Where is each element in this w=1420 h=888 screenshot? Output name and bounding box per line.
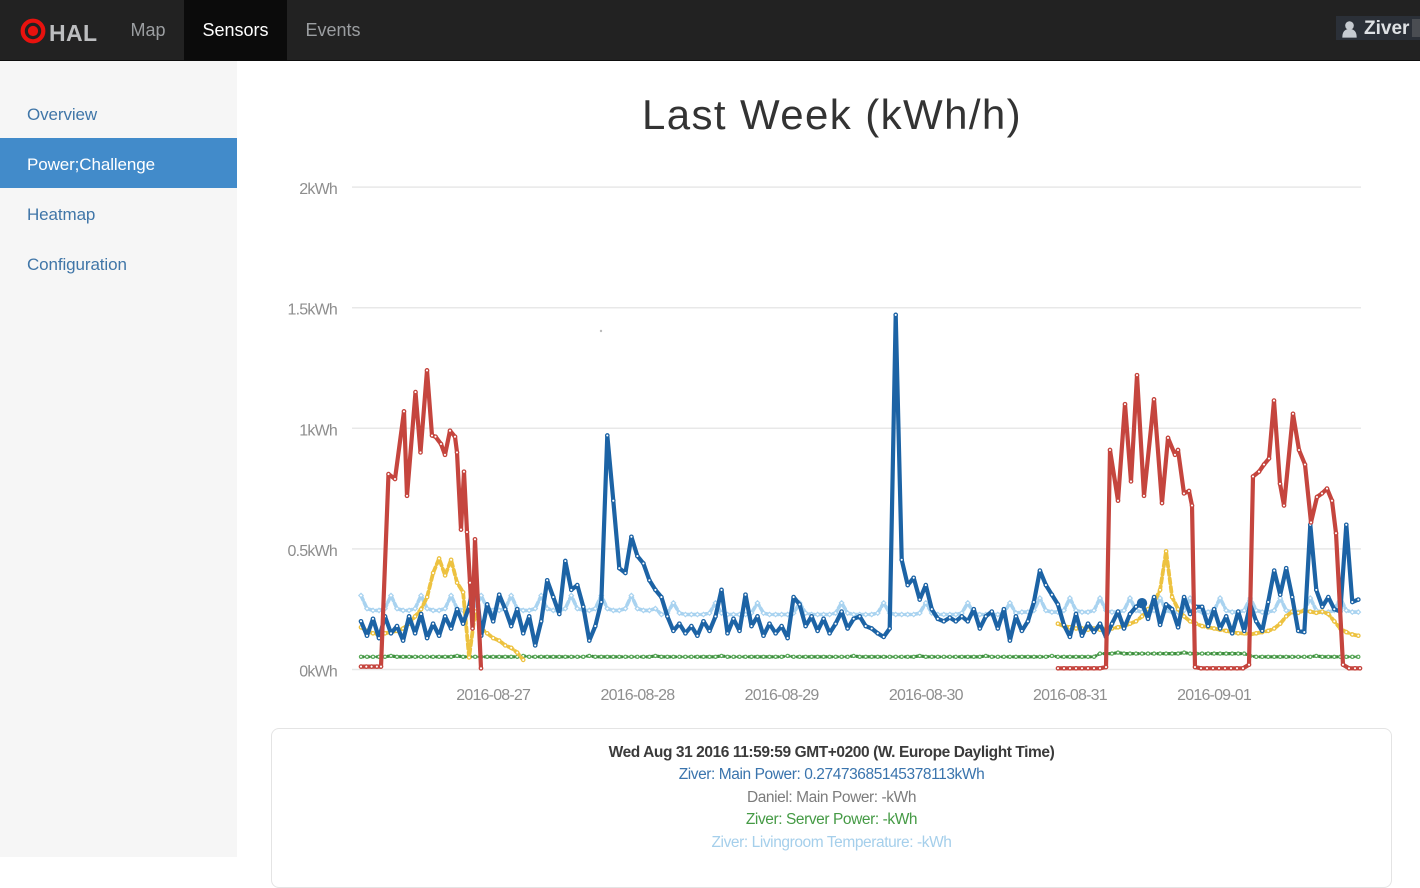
svg-text:0.5kWh: 0.5kWh [288,543,337,560]
svg-text:2016-08-29: 2016-08-29 [745,687,820,704]
svg-text:0kWh: 0kWh [299,664,337,681]
svg-text:1kWh: 1kWh [299,422,337,439]
svg-text:2kWh: 2kWh [299,181,337,198]
svg-text:2016-09-01: 2016-09-01 [1177,687,1252,704]
svg-text:2016-08-28: 2016-08-28 [600,687,675,704]
svg-text:2016-08-31: 2016-08-31 [1033,687,1108,704]
svg-text:2016-08-27: 2016-08-27 [456,687,531,704]
svg-text:2016-08-30: 2016-08-30 [889,687,964,704]
svg-text:1.5kWh: 1.5kWh [288,302,337,319]
